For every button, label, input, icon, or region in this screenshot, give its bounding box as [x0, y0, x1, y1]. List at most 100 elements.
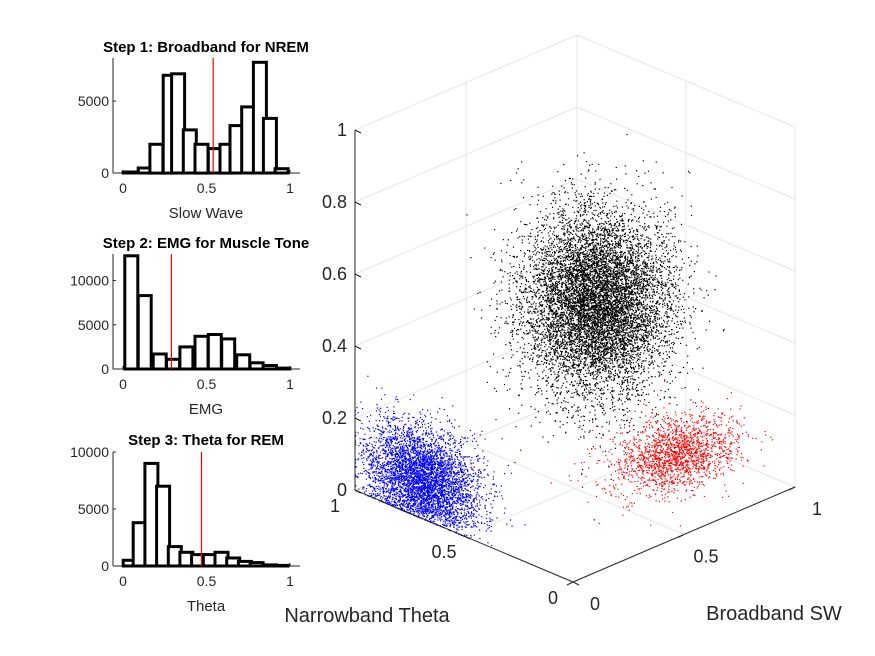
scatter-point [615, 166, 617, 169]
scatter-point [640, 282, 642, 284]
scatter-point [621, 290, 623, 292]
scatter-point [630, 336, 632, 338]
scatter-point [580, 298, 582, 300]
scatter-point [536, 344, 538, 346]
scatter-point [563, 226, 565, 228]
scatter-point [642, 287, 644, 289]
scatter-point [615, 300, 617, 302]
scatter-point [603, 324, 605, 326]
scatter-point [572, 319, 574, 321]
scatter-point [590, 248, 592, 250]
scatter-point [633, 327, 635, 329]
scatter-point [604, 289, 606, 291]
scatter-point [562, 366, 564, 368]
scatter-point [617, 323, 619, 325]
scatter-point [571, 258, 574, 261]
scatter-point [606, 342, 608, 344]
scatter-point [569, 245, 571, 247]
scatter-point [653, 318, 655, 320]
scatter-point [623, 266, 625, 268]
scatter-point [585, 376, 587, 378]
scatter-point [534, 329, 537, 331]
scatter-point [607, 346, 609, 348]
scatter-point [670, 308, 672, 310]
scatter-point [537, 234, 539, 236]
scatter-point [583, 255, 585, 258]
scatter-point [565, 252, 567, 254]
scatter-point [589, 275, 592, 277]
scatter-point [526, 298, 528, 300]
scatter-point [681, 320, 684, 323]
scatter-point [583, 220, 585, 222]
scatter-point [585, 262, 588, 264]
scatter-point [630, 258, 632, 260]
scatter-point [549, 274, 551, 276]
scatter-point [556, 294, 558, 296]
scatter-point [581, 287, 584, 289]
scatter-point [642, 333, 644, 335]
scatter-point [602, 315, 604, 317]
scatter-point [593, 321, 596, 324]
scatter-point [591, 212, 593, 214]
scatter-point [594, 345, 596, 347]
scatter-point [546, 384, 548, 386]
scatter-point [569, 243, 571, 245]
scatter-point [549, 338, 551, 340]
scatter-point [598, 354, 600, 356]
scatter-point [547, 324, 549, 326]
scatter-point [584, 207, 586, 209]
scatter-point [595, 326, 597, 328]
scatter-point [631, 227, 633, 229]
scatter-point [645, 334, 647, 336]
scatter-point [566, 390, 568, 392]
scatter-point [634, 347, 636, 349]
scatter-point [566, 311, 568, 313]
scatter-point [522, 316, 524, 318]
scatter-point [593, 299, 595, 301]
scatter-point [537, 268, 539, 270]
scatter-point [601, 251, 603, 253]
scatter-point [707, 407, 709, 409]
scatter-point [620, 279, 622, 281]
scatter-point [557, 328, 559, 330]
scatter-point [643, 271, 645, 273]
scatter-point [627, 292, 629, 294]
scatter-point [518, 412, 520, 414]
scatter-point [644, 305, 646, 307]
scatter-point [578, 211, 580, 213]
scatter-point [652, 284, 654, 286]
scatter-point [575, 357, 577, 359]
scatter-point [592, 228, 594, 230]
scatter-point [525, 321, 527, 323]
scatter-point [594, 341, 596, 343]
scatter-point [599, 235, 601, 237]
scatter-point [622, 366, 624, 368]
scatter-point [593, 355, 595, 357]
scatter-point [623, 298, 625, 300]
scatter-point [551, 266, 553, 269]
scatter-point [568, 324, 570, 326]
scatter-point [611, 390, 613, 392]
scatter-point [622, 226, 624, 228]
scatter-point [557, 340, 559, 342]
scatter-point [532, 336, 534, 338]
scatter-point [561, 251, 564, 253]
scatter-point [667, 212, 669, 214]
scatter-point [515, 256, 517, 258]
scatter-point [641, 235, 643, 237]
scatter-point [513, 277, 516, 279]
scatter-point [610, 313, 612, 315]
scatter-point [573, 333, 575, 335]
scatter-point [579, 348, 581, 351]
scatter-point [537, 317, 540, 319]
scatter-point [598, 331, 600, 334]
scatter-point [658, 311, 661, 313]
scatter-point [533, 289, 535, 291]
scatter-point [671, 235, 673, 238]
scatter-point [600, 273, 602, 275]
scatter-point [623, 253, 625, 255]
scatter-point [575, 200, 577, 202]
scatter-point [566, 245, 568, 247]
scatter-point [545, 380, 547, 382]
scatter-point [668, 356, 670, 359]
